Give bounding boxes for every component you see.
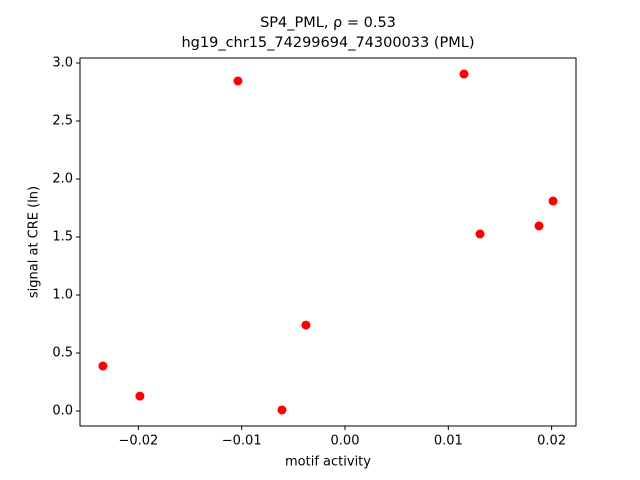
x-tick-label: 0.02 [537,434,566,449]
point [475,229,485,239]
y-tick-label: 2.0 [52,172,73,187]
y-axis-label: signal at CRE (ln) [27,186,42,298]
point [233,76,243,86]
y-tick-label: 1.5 [52,230,73,245]
point [277,405,287,415]
x-tick-label: −0.01 [222,434,262,449]
y-tick-label: 3.0 [52,55,73,70]
point [301,320,311,330]
chart-title: SP4_PML, ρ = 0.53 [260,15,396,31]
point [534,221,544,231]
point [459,69,469,79]
x-tick-label: 0.00 [331,434,360,449]
y-tick-label: 0.5 [52,346,73,361]
y-tick-label: 0.0 [52,404,73,419]
chart-subtitle: hg19_chr15_74299694_74300033 (PML) [181,35,474,51]
point [548,196,558,206]
plot-frame [79,57,577,427]
x-tick-label: −0.02 [118,434,158,449]
y-tick-label: 2.5 [52,113,73,128]
x-tick-label: 0.01 [434,434,463,449]
y-tick-label: 1.0 [52,288,73,303]
x-axis-label: motif activity [285,455,371,470]
point [135,391,145,401]
point [98,361,108,371]
